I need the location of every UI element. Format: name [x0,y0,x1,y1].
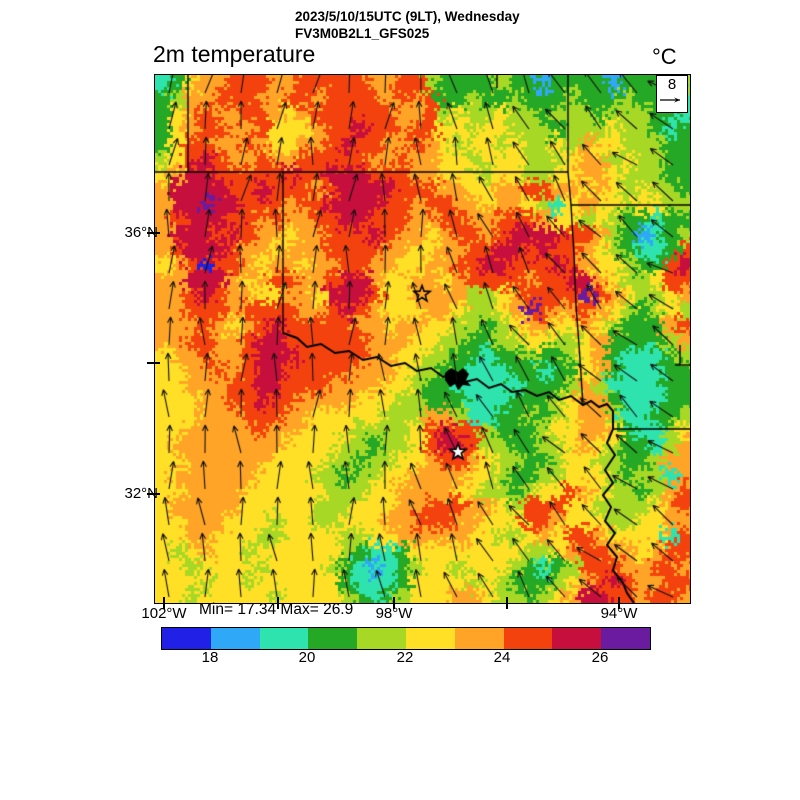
lon-tick-mark [163,597,165,609]
colorbar-tick-label: 20 [298,649,316,666]
colorbar-segment [552,628,602,649]
header-model-id: FV3M0B2L1_GFS025 [295,26,430,41]
wind-reference-value: 8 [667,76,677,93]
colorbar-tick-label: 24 [493,649,511,666]
colorbar-segment [357,628,406,649]
colorbar-segment [454,628,504,649]
lon-tick-mark [393,597,395,609]
wind-reference-box: 8 [656,75,688,113]
reference-arrow-icon [660,97,680,103]
lat-tick-mark [147,232,160,234]
colorbar [161,627,651,650]
colorbar-segment [162,628,211,649]
colorbar-segment [308,628,358,649]
minmax-stats: Min= 17.34 Max= 26.9 [199,601,354,618]
lon-tick-mark [506,597,508,609]
lon-axis-label: 94°W [600,605,638,622]
map-frame [154,74,691,604]
header-datetime: 2023/5/10/15UTC (9LT), Wednesday [295,9,520,24]
colorbar-segment [601,628,650,649]
colorbar-segment [503,628,553,649]
colorbar-segment [405,628,455,649]
lat-tick-mark [147,493,160,495]
lat-tick-mark [147,362,160,364]
colorbar-segment [259,628,309,649]
units-label: °C [652,44,677,69]
page-title: 2m temperature [153,41,316,67]
lat-axis-label: 32°N [124,485,158,502]
lon-tick-mark [277,597,279,609]
lat-axis-label: 36°N [124,224,158,241]
lon-tick-mark [618,597,620,609]
colorbar-segment [210,628,260,649]
lon-axis-label: 102°W [141,605,187,622]
map-canvas [155,75,690,603]
colorbar-tick-label: 22 [396,649,414,666]
colorbar-tick-label: 18 [201,649,219,666]
colorbar-tick-label: 26 [591,649,609,666]
lon-axis-label: 98°W [375,605,413,622]
